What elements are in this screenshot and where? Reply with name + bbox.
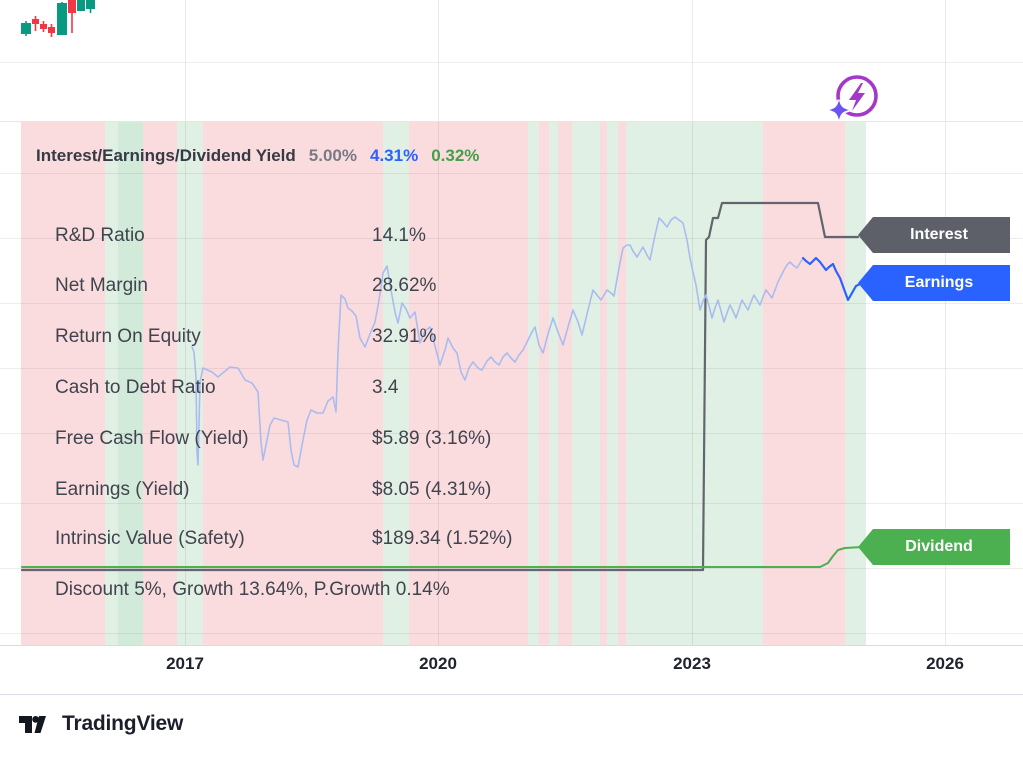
- dividend-line: [21, 546, 863, 568]
- candle-body: [57, 3, 67, 35]
- earnings-line-history: [191, 216, 804, 468]
- time-axis[interactable]: 2017 2020 2023 2026: [0, 645, 1023, 695]
- indicator-value: 0.32%: [431, 146, 480, 165]
- indicator-value: 4.31%: [370, 146, 419, 165]
- indicator-title: Interest/Earnings/Dividend Yield: [36, 146, 296, 165]
- pane-separator: [0, 121, 1023, 122]
- candle-body: [21, 23, 31, 34]
- candle-body: [86, 0, 95, 9]
- ai-assistant-button[interactable]: [826, 70, 884, 128]
- time-axis-label: 2026: [926, 654, 964, 673]
- indicator-legend[interactable]: Interest/Earnings/Dividend Yield 5.00% 4.…: [36, 146, 492, 166]
- interest-line: [20, 201, 860, 572]
- time-axis-label: 2020: [419, 654, 457, 673]
- candle-body: [77, 0, 85, 11]
- lightning-sparkle-icon: [828, 75, 878, 121]
- candle-body: [32, 19, 39, 24]
- series-plot: [20, 0, 864, 572]
- tradingview-attribution[interactable]: TradingView: [18, 707, 183, 741]
- time-axis-label: 2023: [673, 654, 711, 673]
- time-axis-label: 2017: [166, 654, 204, 673]
- tradingview-logo-icon: [19, 716, 46, 733]
- earnings-line-recent: [801, 256, 864, 302]
- candle-body: [48, 27, 55, 33]
- candle-body: [68, 0, 76, 13]
- indicator-values: 5.00% 4.31% 0.32%: [309, 146, 493, 166]
- chart-surface[interactable]: Interest/Earnings/Dividend Yield 5.00% 4.…: [0, 0, 1023, 695]
- candle-body: [40, 24, 47, 29]
- indicator-footnote: Discount 5%, Growth 13.64%, P.Growth 0.1…: [55, 579, 450, 600]
- tradingview-logo-text: TradingView: [62, 712, 184, 735]
- indicator-value: 5.00%: [308, 146, 357, 165]
